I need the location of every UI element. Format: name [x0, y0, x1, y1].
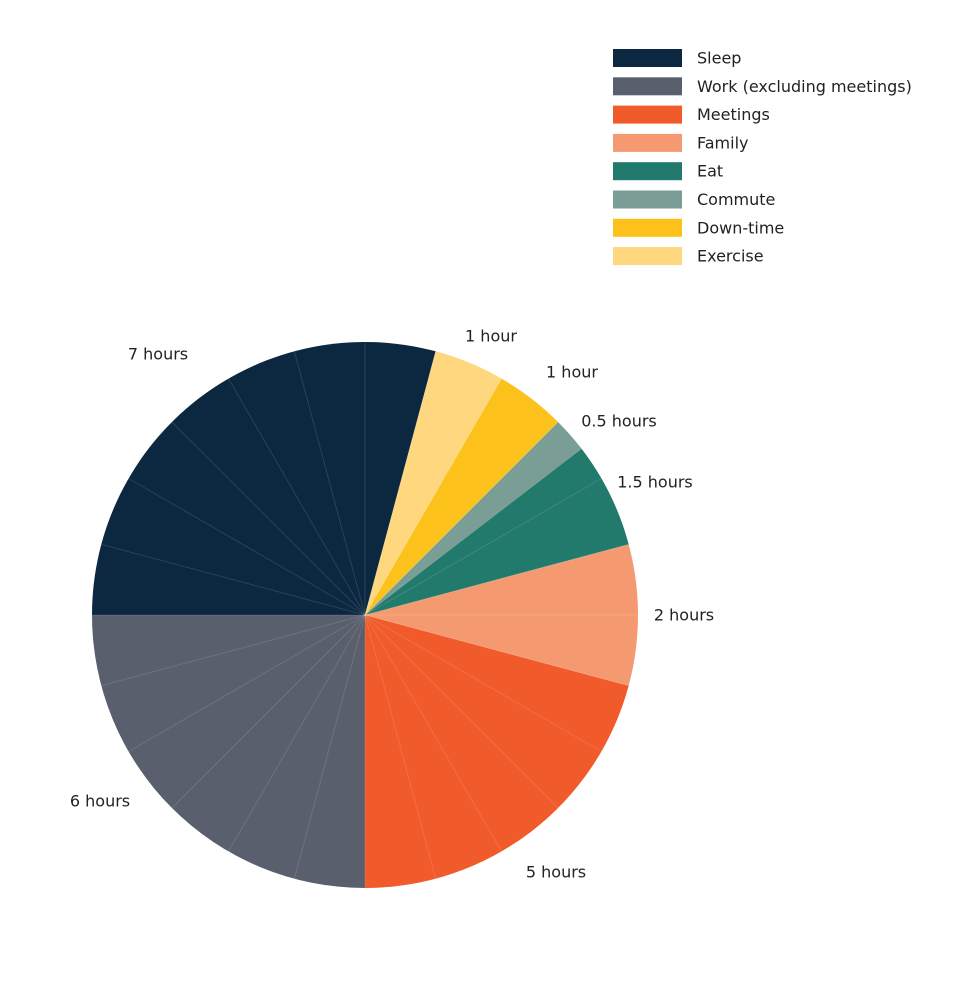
legend-label: Work (excluding meetings)	[697, 77, 912, 96]
legend-label: Commute	[697, 190, 775, 209]
slice-label: 1.5 hours	[617, 473, 693, 492]
slice-label: 6 hours	[70, 792, 130, 811]
hour-divider	[171, 614, 366, 809]
hour-divider	[364, 614, 602, 752]
hour-divider	[293, 351, 366, 616]
slice-label: 5 hours	[526, 863, 586, 882]
legend-swatch	[613, 77, 682, 96]
hour-divider	[128, 614, 366, 752]
legend-swatch	[613, 105, 682, 124]
pie-slice	[365, 615, 629, 888]
pie-slice	[92, 615, 365, 888]
legend-label: Down-time	[697, 218, 784, 237]
pie-slice	[365, 421, 582, 615]
legend-label: Exercise	[697, 247, 764, 266]
hour-divider	[364, 614, 559, 809]
pie-slice	[365, 544, 639, 686]
legend-swatch	[613, 218, 682, 237]
legend-label: Family	[697, 133, 748, 152]
legend-label: Sleep	[697, 49, 741, 68]
legend-label: Meetings	[697, 105, 770, 124]
pie-slice	[92, 342, 436, 615]
legend-swatch	[613, 162, 682, 181]
hour-divider	[364, 421, 559, 616]
hour-divider	[293, 614, 366, 879]
pie-slice	[365, 448, 629, 615]
legend-swatch	[613, 190, 682, 209]
hour-divider	[228, 378, 366, 616]
hour-divider	[101, 543, 366, 616]
pie-slice	[365, 378, 559, 615]
hour-divider	[128, 478, 366, 616]
hour-divider	[228, 614, 366, 852]
hour-divider	[364, 614, 629, 687]
hour-divider	[364, 478, 602, 616]
slice-label: 1 hour	[465, 327, 517, 346]
legend-swatch	[613, 247, 682, 266]
hour-divider	[171, 421, 366, 616]
slice-label: 7 hours	[128, 345, 188, 364]
hour-divider	[101, 614, 366, 687]
legend-label: Eat	[697, 162, 723, 181]
hour-divider	[364, 614, 437, 879]
hour-divider	[364, 351, 437, 616]
pie-slice	[365, 351, 502, 615]
legend-swatch	[613, 49, 682, 67]
slice-label: 0.5 hours	[581, 412, 657, 431]
slice-label: 1 hour	[546, 363, 598, 382]
slice-label: 2 hours	[654, 606, 714, 625]
hour-divider	[364, 378, 502, 616]
hour-divider	[364, 614, 502, 852]
hour-divider	[364, 543, 629, 616]
legend-swatch	[613, 133, 682, 152]
